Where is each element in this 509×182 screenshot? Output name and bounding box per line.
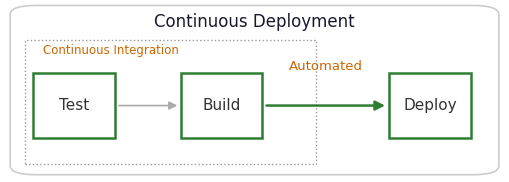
Text: Continuous Deployment: Continuous Deployment bbox=[154, 13, 355, 31]
Text: Continuous Integration: Continuous Integration bbox=[43, 44, 179, 57]
Text: Build: Build bbox=[202, 98, 241, 113]
FancyBboxPatch shape bbox=[389, 73, 471, 138]
Text: Deploy: Deploy bbox=[403, 98, 457, 113]
Bar bbox=[25, 40, 316, 164]
FancyBboxPatch shape bbox=[33, 73, 115, 138]
Text: Automated: Automated bbox=[289, 60, 363, 73]
Text: Test: Test bbox=[59, 98, 89, 113]
FancyBboxPatch shape bbox=[10, 5, 499, 175]
FancyBboxPatch shape bbox=[181, 73, 262, 138]
